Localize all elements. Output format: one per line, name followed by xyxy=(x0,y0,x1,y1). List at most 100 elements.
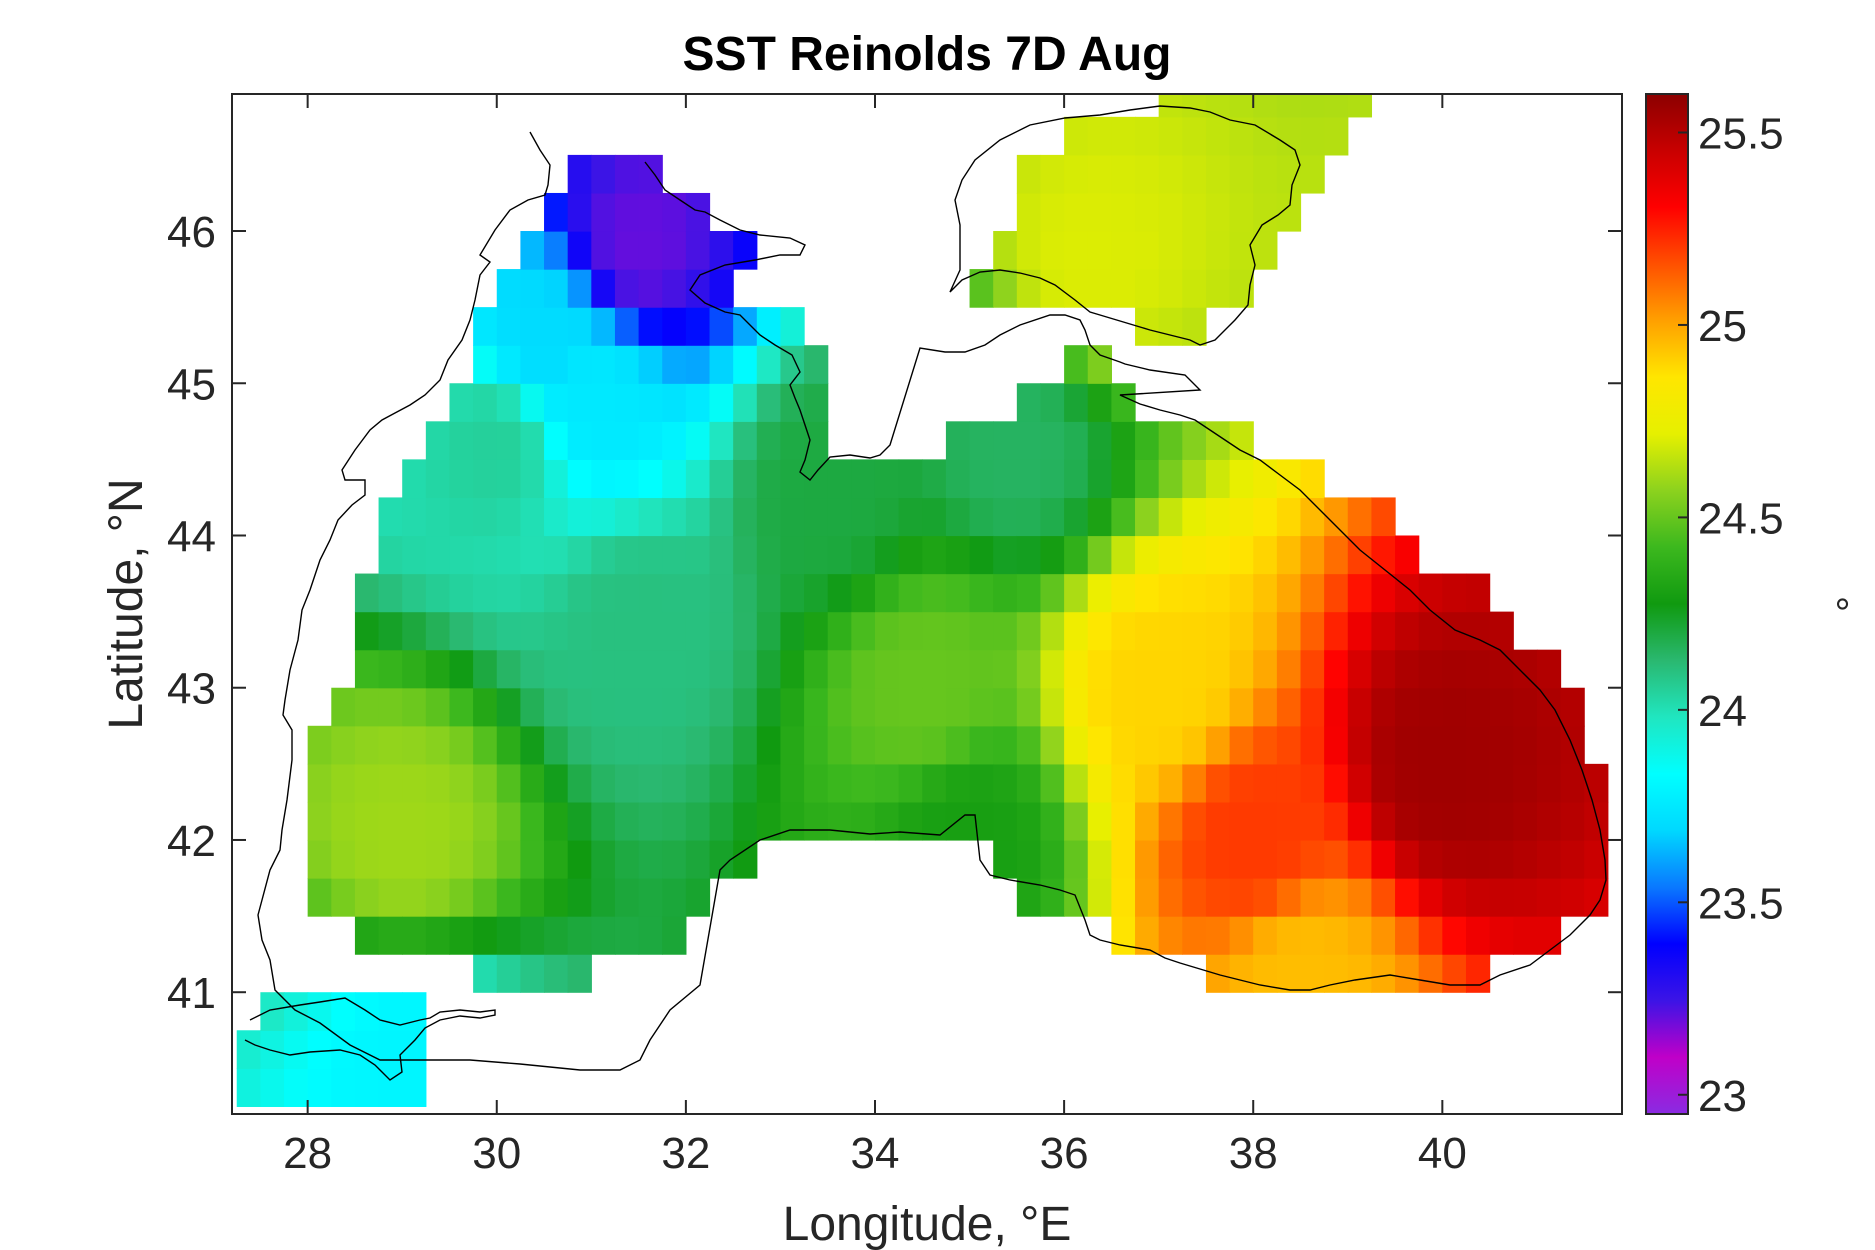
sst-cell xyxy=(733,345,758,384)
sst-cell xyxy=(1182,535,1207,575)
sst-cell xyxy=(827,535,852,575)
sst-cell xyxy=(1135,573,1160,613)
sst-cell xyxy=(662,878,687,917)
sst-cell xyxy=(567,269,592,308)
sst-cell xyxy=(1135,192,1160,232)
sst-cell xyxy=(1536,687,1562,727)
sst-cell xyxy=(1182,192,1207,232)
sst-cell xyxy=(1205,231,1231,270)
sst-cell xyxy=(1064,649,1089,689)
sst-cell xyxy=(1560,763,1585,803)
sst-cell xyxy=(544,839,569,879)
sst-cell xyxy=(1182,725,1207,765)
sst-cell xyxy=(567,954,592,993)
colorbar-tick-label: 23 xyxy=(1698,1072,1747,1121)
sst-cell xyxy=(1182,878,1207,917)
sst-cell xyxy=(496,878,521,917)
sst-cell xyxy=(1016,535,1042,575)
sst-cell xyxy=(1040,497,1065,537)
sst-cell xyxy=(1182,763,1207,803)
sst-cell xyxy=(614,649,640,689)
sst-cell xyxy=(1182,231,1207,270)
sst-cell xyxy=(331,839,356,879)
sst-cell xyxy=(591,839,616,879)
sst-cell xyxy=(1276,763,1302,803)
sst-cell xyxy=(496,954,521,993)
sst-cell xyxy=(638,345,663,384)
sst-cell xyxy=(1158,269,1183,308)
sst-cell xyxy=(402,763,427,803)
sst-cell xyxy=(993,801,1018,841)
sst-cell xyxy=(614,801,640,841)
sst-cell xyxy=(1418,954,1443,993)
sst-cell xyxy=(473,535,498,575)
sst-cell xyxy=(1229,649,1254,689)
sst-cell xyxy=(804,649,829,689)
sst-cell xyxy=(1418,649,1443,689)
sst-cell xyxy=(591,231,616,270)
sst-cell xyxy=(969,535,994,575)
x-tick-label: 34 xyxy=(851,1129,900,1178)
sst-cell xyxy=(1158,839,1183,879)
sst-cell xyxy=(402,1068,427,1107)
coastline xyxy=(244,105,1607,1081)
sst-cell xyxy=(662,383,687,422)
sst-cell xyxy=(614,421,640,460)
sst-cell xyxy=(567,839,592,879)
sst-cell xyxy=(1300,687,1325,727)
sst-cell xyxy=(1347,763,1373,803)
sst-cell xyxy=(331,687,356,727)
sst-cell xyxy=(1371,573,1396,613)
sst-cell xyxy=(544,954,569,993)
sst-cell xyxy=(1300,94,1325,118)
sst-cell xyxy=(567,192,592,232)
sst-cell xyxy=(1300,459,1325,499)
sst-cell xyxy=(449,649,474,689)
sst-cell xyxy=(804,383,829,422)
sst-cell xyxy=(614,269,640,308)
sst-cell xyxy=(1465,878,1491,917)
sst-cell xyxy=(1087,687,1112,727)
sst-cell xyxy=(1418,878,1443,917)
sst-cell xyxy=(1536,725,1562,765)
sst-cell xyxy=(1111,573,1136,613)
sst-cell xyxy=(496,763,521,803)
sst-cell xyxy=(1205,459,1231,499)
sst-cell xyxy=(662,725,687,765)
sst-cell xyxy=(945,687,971,727)
sst-cell xyxy=(1040,192,1065,232)
sst-cell xyxy=(1158,687,1183,727)
sst-cell xyxy=(1182,611,1207,651)
sst-cell xyxy=(591,763,616,803)
sst-cell xyxy=(1395,878,1420,917)
y-tick-label: 41 xyxy=(167,969,216,1018)
sst-cell xyxy=(378,763,403,803)
sst-cell xyxy=(1135,231,1160,270)
sst-cell xyxy=(1111,535,1136,575)
sst-cell xyxy=(1064,154,1089,194)
sst-cell xyxy=(733,763,758,803)
x-tick-label: 28 xyxy=(283,1129,332,1178)
sst-cell xyxy=(591,345,616,384)
sst-cell xyxy=(1347,839,1373,879)
sst-cell xyxy=(804,801,829,841)
sst-cell xyxy=(520,421,545,460)
sst-cell xyxy=(1087,231,1112,270)
sst-cell xyxy=(425,839,451,879)
sst-cell xyxy=(804,535,829,575)
sst-cell xyxy=(804,611,829,651)
sst-cell xyxy=(1135,839,1160,879)
sst-cell xyxy=(1489,687,1514,727)
sst-cell xyxy=(544,878,569,917)
sst-cell xyxy=(1395,611,1420,651)
sst-cell xyxy=(1253,535,1278,575)
sst-cell xyxy=(898,725,923,765)
sst-cell xyxy=(1040,154,1065,194)
sst-cell xyxy=(1371,763,1396,803)
sst-cell xyxy=(780,573,805,613)
sst-cell xyxy=(1135,154,1160,194)
sst-cell xyxy=(544,192,569,232)
sst-cell xyxy=(473,878,498,917)
sst-cell xyxy=(567,421,592,460)
sst-cell xyxy=(544,649,569,689)
